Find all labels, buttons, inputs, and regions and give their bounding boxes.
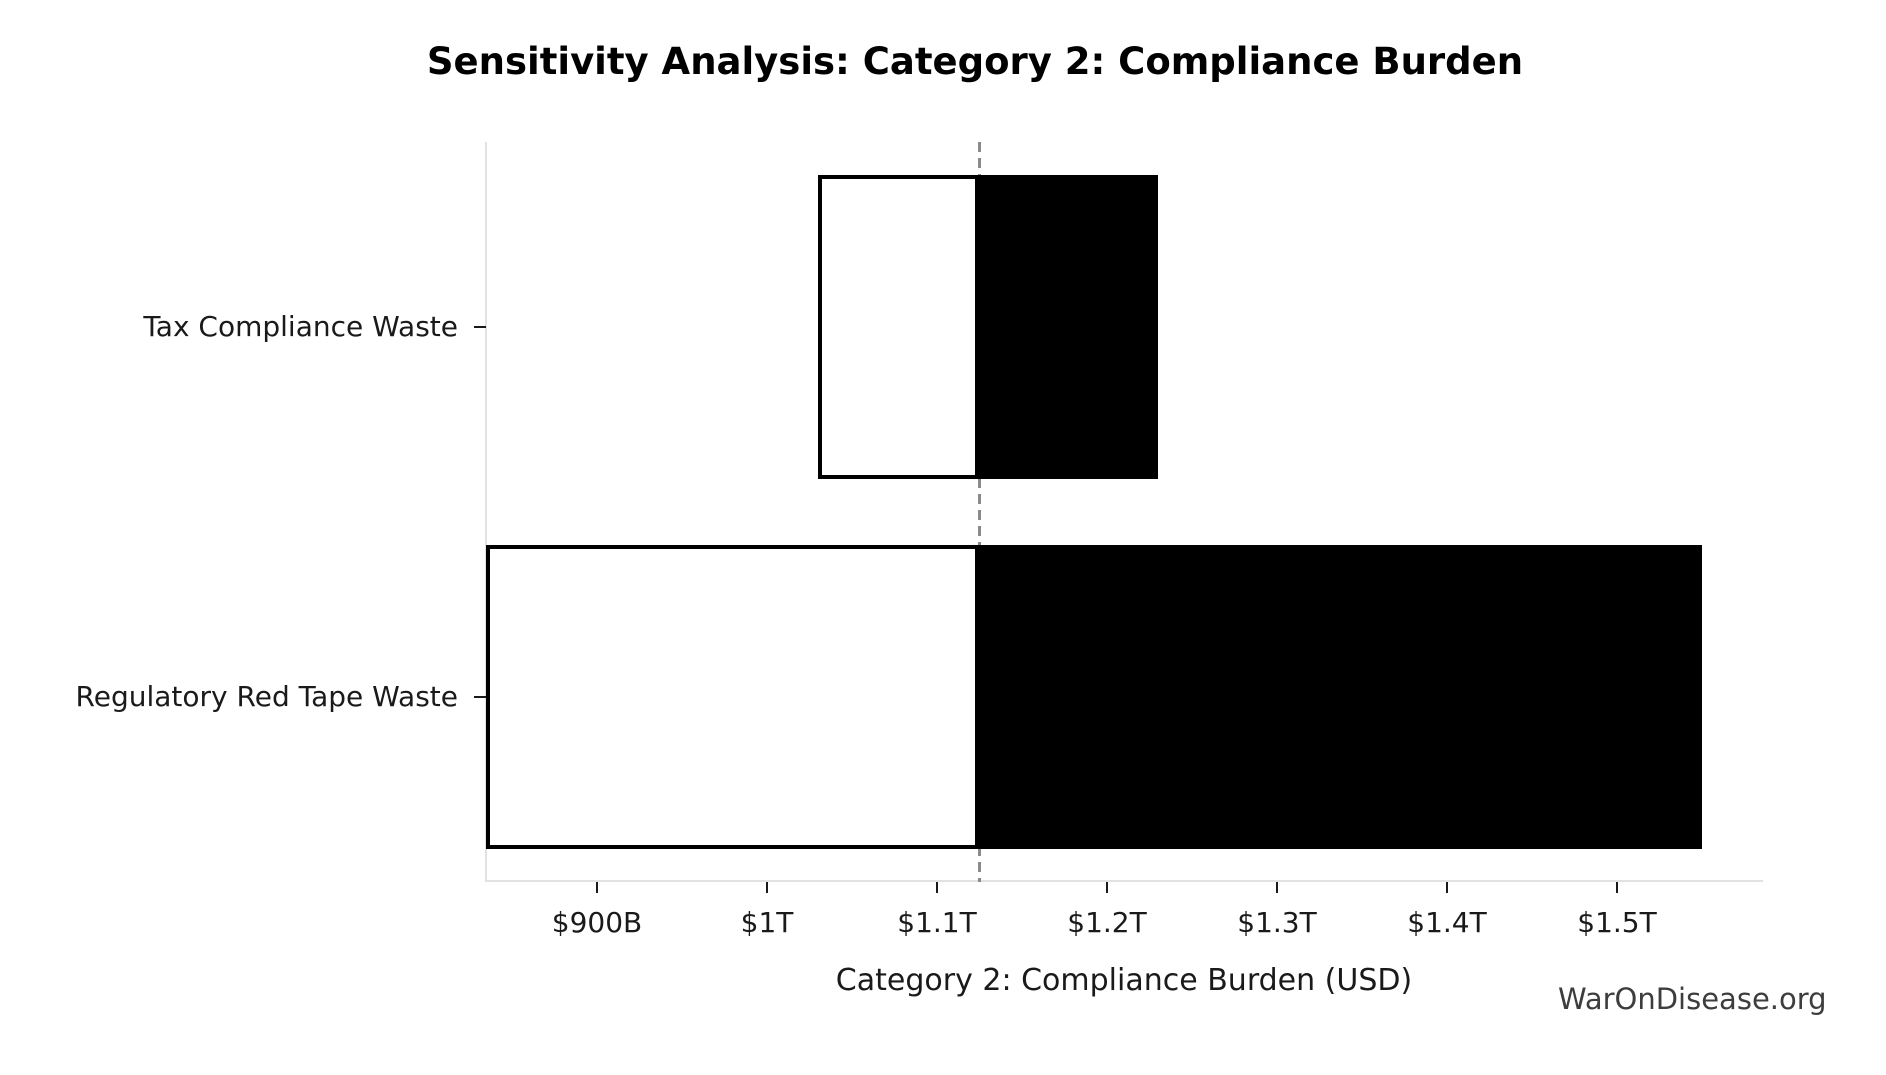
x-tick-mark: [1106, 882, 1108, 893]
x-tick-mark: [1616, 882, 1618, 893]
baseline-dashed-line: [978, 142, 982, 882]
chart-title: Sensitivity Analysis: Category 2: Compli…: [426, 40, 1524, 83]
x-tick-label: $1.2T: [1067, 906, 1147, 939]
bar-high-segment: [979, 545, 1703, 849]
x-axis-title: Category 2: Compliance Burden (USD): [835, 963, 1413, 998]
x-tick-label: $1.1T: [897, 906, 977, 939]
x-axis-spine: [486, 880, 1763, 882]
y-tick-mark: [474, 696, 486, 698]
bar-low-segment: [817, 175, 980, 479]
x-tick-mark: [1446, 882, 1448, 893]
x-tick-label: $900B: [551, 906, 643, 939]
x-tick-label: $1T: [740, 906, 794, 939]
watermark-text: WarOnDisease.org: [1558, 982, 1827, 1016]
y-axis-category-label: Regulatory Red Tape Waste: [75, 680, 458, 713]
bar-high-segment: [979, 175, 1158, 479]
x-tick-mark: [1276, 882, 1278, 893]
y-axis-category-label: Tax Compliance Waste: [143, 310, 458, 343]
x-tick-mark: [596, 882, 598, 893]
x-tick-label: $1.5T: [1577, 906, 1657, 939]
x-tick-mark: [766, 882, 768, 893]
x-tick-label: $1.3T: [1237, 906, 1317, 939]
y-tick-mark: [474, 326, 486, 328]
bar-low-segment: [486, 545, 980, 849]
y-axis-spine: [485, 142, 487, 882]
x-tick-label: $1.4T: [1407, 906, 1487, 939]
x-tick-mark: [936, 882, 938, 893]
